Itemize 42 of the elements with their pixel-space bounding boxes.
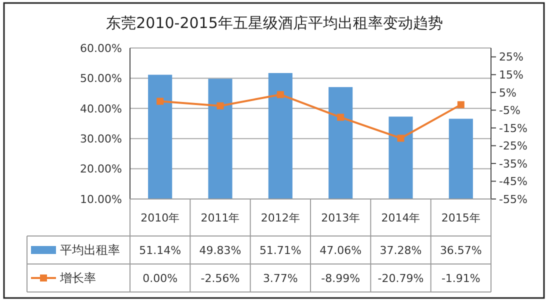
y2-tick-label: -35% [499, 157, 528, 170]
x-tick-label: 2010年 [140, 211, 180, 224]
data-label: 51.71% [259, 244, 302, 257]
legend-label: 增长率 [59, 271, 96, 286]
y2-tick-label: -25% [499, 140, 528, 153]
y2-tick-label: -15% [499, 122, 528, 135]
data-label: 47.06% [320, 244, 362, 257]
data-label: 3.77% [262, 272, 298, 285]
y-tick-label: 20.00% [80, 162, 122, 176]
point [457, 101, 464, 108]
point [156, 98, 164, 105]
point [276, 91, 284, 98]
y-tick-label: 10.00% [80, 192, 122, 206]
data-label: 0.00% [142, 272, 178, 285]
data-label: 51.14% [139, 244, 182, 257]
data-label: 36.57% [440, 244, 482, 257]
data-label: -2.56% [200, 272, 240, 285]
y2-tick-label: 25% [499, 50, 524, 64]
y-tick-label: 50.00% [80, 72, 122, 86]
data-label: 37.28% [380, 244, 422, 257]
y2-tick-label: -45% [499, 175, 528, 188]
x-tick-label: 2012年 [260, 211, 300, 224]
y-tick-label: 60.00% [80, 42, 122, 55]
y-tick-label: 40.00% [80, 102, 122, 116]
y2-tick-label: 5% [499, 86, 516, 100]
y-tick-label: 30.00% [80, 132, 122, 146]
y2-tick-label: -55% [499, 192, 528, 206]
data-label: -8.99% [321, 272, 360, 285]
x-tick-label: 2014年 [381, 211, 420, 224]
x-tick-label: 2013年 [321, 211, 360, 224]
data-label: -1.91% [441, 272, 480, 285]
point [337, 114, 344, 121]
chart-title: 东莞2010-2015年五星级酒店平均出租率变动趋势 [106, 14, 443, 32]
point [216, 102, 224, 110]
data-label: 49.83% [199, 244, 242, 257]
point [397, 134, 404, 142]
y2-tick-label: 15% [499, 68, 524, 82]
x-tick-label: 2015年 [441, 211, 480, 224]
y2-tick-label: -5% [499, 104, 520, 118]
x-tick-label: 2011年 [200, 211, 240, 224]
data-label: -20.79% [378, 272, 424, 285]
legend-label: 平均出租率 [60, 243, 120, 258]
